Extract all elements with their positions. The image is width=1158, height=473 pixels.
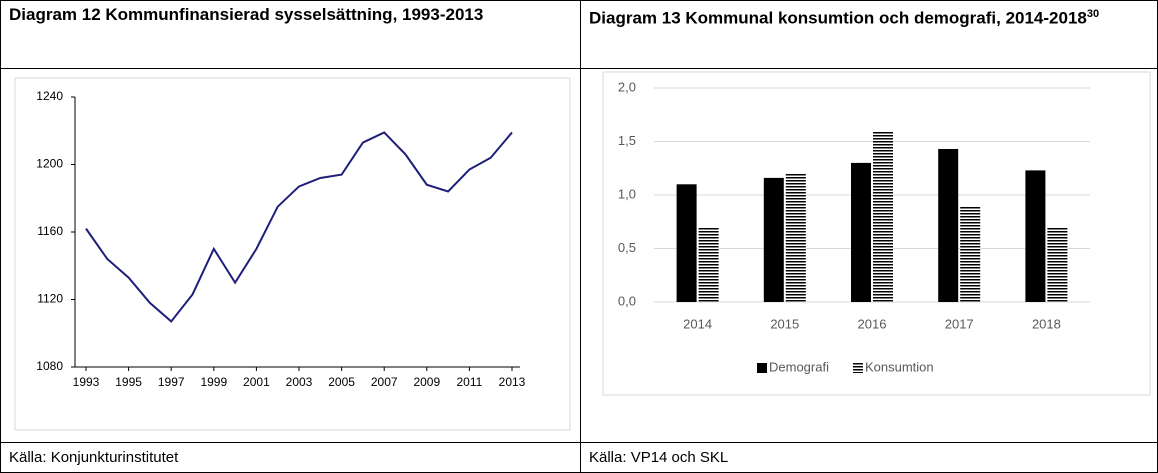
bar: [851, 162, 871, 302]
title: Diagram 13 Kommunal konsumtion och demog…: [589, 8, 1087, 28]
x-tick-label: 2015: [770, 316, 799, 331]
x-tick-label: 1995: [115, 375, 142, 389]
bar: [938, 148, 959, 302]
x-tick-label: 2014: [683, 316, 712, 331]
x-tick-label: 2009: [413, 375, 440, 389]
legend-swatch: [852, 363, 863, 373]
line: [85, 131, 513, 323]
bar: [960, 205, 981, 302]
x-tick-label: 2018: [1032, 316, 1061, 331]
y-tick-label: 1080: [36, 359, 63, 373]
chart-frame: [602, 71, 1151, 396]
x-tick-label: 2001: [243, 375, 270, 389]
y-tick-label: 1,5: [618, 133, 636, 148]
y-tick-label: 0,5: [618, 240, 636, 255]
bar: [698, 227, 719, 302]
source: Källa: Konjunkturinstitutet: [9, 449, 179, 466]
y-tick-label: 1120: [37, 292, 63, 306]
bar: [1047, 227, 1068, 302]
x-tick-label: 2011: [456, 375, 482, 389]
y-tick-label: 0,0: [618, 293, 636, 308]
y-tick-label: 1160: [37, 224, 63, 238]
bar: [1025, 170, 1046, 302]
bar: [873, 130, 893, 302]
chart-frame: [14, 77, 571, 431]
y-tick-label: 1240: [36, 89, 63, 103]
x-tick-label: 2007: [371, 375, 398, 389]
x-tick-label: 1993: [73, 375, 100, 389]
legend-label: Demografi: [769, 359, 829, 374]
source: Källa: VP14 och SKL: [589, 449, 729, 466]
x-tick-label: 2017: [945, 316, 974, 331]
footnote-ref: 30: [1086, 8, 1100, 20]
y-tick-label: 1200: [36, 157, 63, 171]
bar: [676, 184, 697, 302]
y-tick-label: 1,0: [618, 186, 636, 201]
x-tick-label: 2013: [499, 375, 526, 389]
x-tick-label: 2005: [328, 375, 355, 389]
bar: [763, 177, 784, 302]
y-tick-label: 2,0: [618, 79, 636, 94]
x-tick-label: 1997: [158, 375, 185, 389]
x-tick-label: 2003: [286, 375, 313, 389]
x-tick-label: 2016: [858, 316, 887, 331]
legend-swatch: [757, 363, 767, 373]
legend-label: Konsumtion: [865, 359, 934, 374]
bar: [785, 173, 806, 302]
x-tick-label: 1999: [200, 375, 227, 389]
title: Diagram 12 Kommunfinansierad sysselsättn…: [9, 5, 484, 24]
